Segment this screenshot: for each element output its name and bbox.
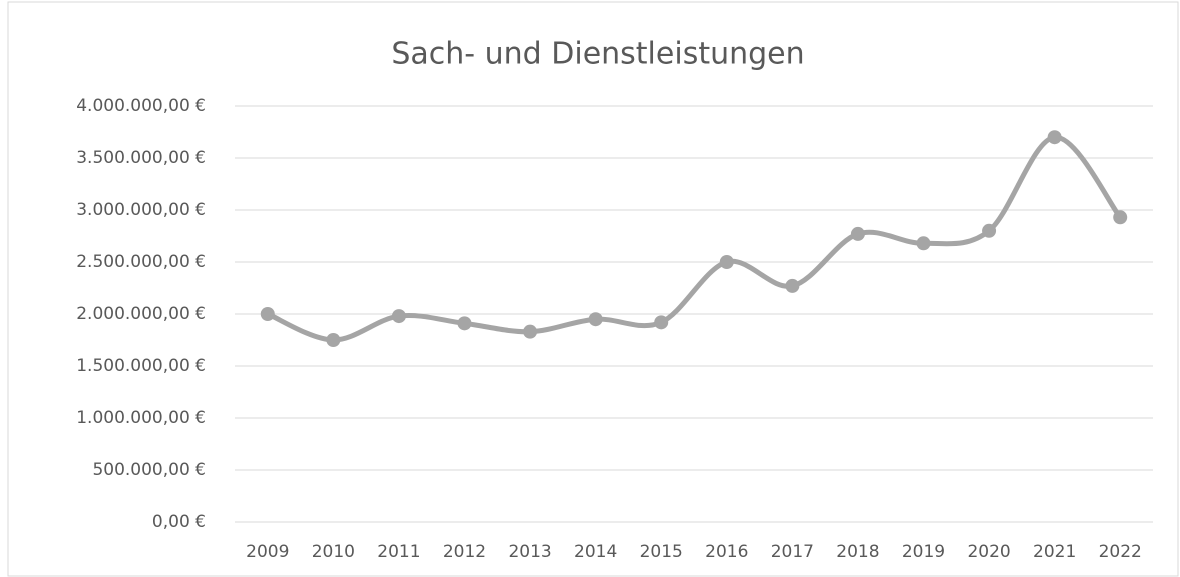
marker — [457, 316, 472, 331]
x-tick-label: 2020 — [967, 542, 1010, 562]
x-tick-label: 2013 — [508, 542, 551, 562]
x-tick-label: 2021 — [1033, 542, 1076, 562]
y-tick-label: 1.500.000,00 € — [76, 356, 206, 376]
x-tick-label: 2012 — [443, 542, 486, 562]
marker — [260, 307, 275, 321]
y-tick-label: 3.500.000,00 € — [76, 148, 206, 168]
y-tick-label: 0,00 € — [152, 512, 206, 532]
x-tick-label: 2017 — [771, 542, 814, 562]
y-tick-label: 4.000.000,00 € — [76, 96, 206, 116]
marker — [588, 312, 603, 327]
y-tick-label: 3.000.000,00 € — [76, 200, 206, 220]
x-tick-label: 2016 — [705, 542, 748, 562]
x-tick-label: 2022 — [1099, 542, 1142, 562]
x-tick-label: 2015 — [640, 542, 683, 562]
marker — [850, 226, 865, 241]
y-tick-label: 2.000.000,00 € — [76, 304, 206, 324]
marker — [1113, 210, 1128, 225]
chart-frame — [7, 1, 1179, 577]
marker — [982, 223, 997, 238]
chart-title: Sach- und Dienstleistungen — [391, 37, 804, 72]
x-tick-label: 2011 — [377, 542, 420, 562]
x-tick-label: 2009 — [246, 542, 289, 562]
y-tick-label: 2.500.000,00 € — [76, 252, 206, 272]
x-tick-label: 2019 — [902, 542, 945, 562]
marker — [916, 236, 931, 251]
marker — [523, 324, 538, 339]
y-tick-label: 500.000,00 € — [92, 460, 206, 480]
marker — [1047, 130, 1062, 145]
marker — [391, 309, 406, 324]
x-tick-label: 2018 — [836, 542, 879, 562]
marker — [654, 315, 669, 330]
x-tick-label: 2014 — [574, 542, 617, 562]
marker — [326, 333, 341, 347]
marker — [785, 278, 800, 293]
marker — [719, 255, 734, 269]
x-tick-label: 2010 — [312, 542, 355, 562]
y-tick-label: 1.000.000,00 € — [76, 408, 206, 428]
